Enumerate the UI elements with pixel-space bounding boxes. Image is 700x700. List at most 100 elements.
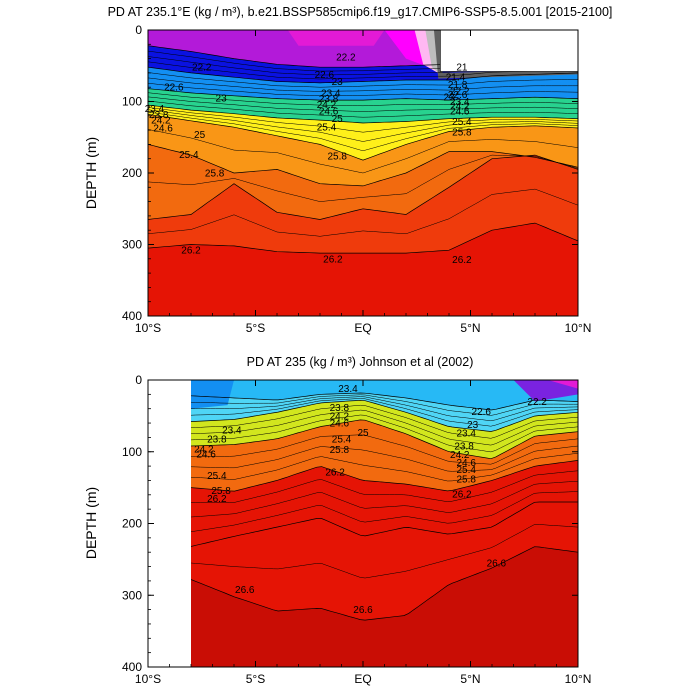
contour-line-3 (148, 104, 578, 124)
contour-line-minor (148, 188, 578, 237)
contour-label: 22.2 (336, 53, 356, 64)
contour-label: 25.4 (452, 117, 472, 128)
contour-label: 25 (357, 428, 369, 439)
contour-label: 23.4 (338, 384, 358, 395)
contour-line-minor (148, 61, 578, 80)
contour-label: 23 (443, 93, 455, 104)
contour-line-minor (148, 129, 578, 174)
contour-label: 23.8 (207, 434, 227, 445)
y-tick-label: 400 (122, 660, 142, 674)
contour-label: 26.6 (353, 605, 373, 616)
contour-label: 22.2 (192, 63, 212, 74)
contour-label: 21.4 (446, 73, 466, 84)
contour-line-2 (190, 419, 578, 460)
bottom-y-axis: 0 100 200 300 400 (122, 373, 578, 674)
y-tick-label: 0 (135, 373, 142, 387)
contour-label: 21 (456, 63, 468, 74)
contour-band-7 (148, 155, 578, 254)
contour-line-minor (148, 83, 578, 97)
top-contour-lines (148, 30, 578, 254)
contour-label: 23.4 (145, 104, 165, 115)
contour-line-minor (191, 396, 578, 422)
contour-label: 24.6 (196, 449, 216, 460)
contour-line-2 (148, 88, 578, 101)
contour-band-2 (148, 67, 578, 101)
contour-label: 23.8 (149, 110, 169, 121)
contour-label: 26.2 (207, 494, 227, 505)
y-tick-label: 200 (122, 517, 142, 531)
contour-label: 26.6 (487, 558, 507, 569)
x-tick-label: EQ (354, 672, 371, 686)
contour-label: 25.4 (332, 434, 352, 445)
contour-label: 25.4 (207, 471, 227, 482)
contour-band-5 (191, 502, 578, 621)
contour-label: 22.6 (472, 407, 492, 418)
contour-line-minor (190, 470, 578, 503)
contour-label: 23.4 (450, 97, 470, 108)
contour-label: 25.8 (327, 151, 347, 162)
contour-label: 24.6 (319, 106, 339, 117)
contour-label: 23.8 (454, 442, 474, 453)
contour-label: 25.8 (205, 169, 225, 180)
contour-line-6 (148, 154, 578, 220)
contour-band-5 (148, 114, 578, 186)
contour-label: 24.2 (194, 444, 214, 455)
contour-line-minor (190, 414, 578, 453)
contour-label: 26.2 (452, 255, 472, 266)
x-tick-label: 5°N (460, 321, 480, 335)
contour-label: 26.2 (452, 490, 472, 501)
bottom-x-axis: 10°S 5°S EQ 5°N 10°N (135, 380, 591, 686)
surface-band-magenta (287, 30, 385, 46)
contour-label: 22.6 (164, 83, 184, 94)
contour-line-minor (190, 480, 578, 518)
contour-line-minor (191, 434, 578, 465)
contour-line-minor (148, 109, 578, 142)
y-tick-label: 300 (122, 588, 142, 602)
x-tick-label: 10°S (135, 321, 161, 335)
contour-label: 23 (216, 93, 228, 104)
contour-label: 24.2 (450, 101, 470, 112)
y-tick-label: 400 (122, 309, 142, 323)
bottom-chart-title: PD AT 235 (kg / m³) Johnson et al (2002) (247, 355, 474, 369)
top-y-axis-label: DEPTH (m) (83, 137, 99, 209)
contour-line-minor (148, 107, 578, 133)
contour-label: 24.2 (450, 450, 470, 461)
y-tick-label: 200 (122, 166, 142, 180)
contour-label: 22.6 (315, 70, 335, 81)
bottom-y-axis-label: DEPTH (m) (83, 487, 99, 559)
contour-line-minor (148, 154, 578, 202)
contour-label: 22.2 (527, 397, 547, 408)
contour-band-3 (191, 419, 578, 492)
contour-label: 26.6 (235, 585, 255, 596)
contour-line-3 (190, 460, 578, 492)
x-tick-label: 5°N (460, 672, 480, 686)
x-tick-label: 5°S (246, 321, 265, 335)
bottom-contour-labels: 23.423.423.823.824.224.224.624.62525.425… (194, 384, 547, 616)
contour-label: 24.2 (151, 116, 171, 127)
y-tick-label: 0 (135, 23, 142, 37)
contour-line-minor (190, 491, 578, 533)
bottom-panel: PD AT 235 (kg / m³) Johnson et al (2002)… (83, 355, 591, 686)
contour-label: 22.2 (450, 86, 470, 97)
contour-label: 25.8 (330, 445, 350, 456)
bottom-contour-fill (191, 380, 578, 667)
contour-label: 24.6 (330, 419, 350, 430)
contour-label: 26.2 (181, 246, 201, 257)
contour-label: 24.6 (450, 106, 470, 117)
surface-band-blue (191, 380, 234, 409)
contour-label: 23.8 (330, 403, 350, 414)
contour-label: 23.4 (456, 429, 476, 440)
contour-line-minor (148, 100, 578, 118)
contour-label: 25 (332, 114, 344, 125)
contour-line-minor (148, 111, 578, 152)
contour-label: 25.8 (456, 475, 476, 486)
contour-line-0 (190, 392, 578, 411)
top-panel: PD AT 235.1°E (kg / m³), b.e21.BSSP585cm… (83, 5, 612, 335)
surface-band-purple (513, 380, 578, 402)
y-tick-label: 100 (122, 95, 142, 109)
contour-label: 23.4 (222, 426, 242, 437)
top-chart-title: PD AT 235.1°E (kg / m³), b.e21.BSSP585cm… (108, 5, 613, 19)
contour-band-1 (191, 393, 578, 432)
contour-line-4 (148, 114, 578, 161)
